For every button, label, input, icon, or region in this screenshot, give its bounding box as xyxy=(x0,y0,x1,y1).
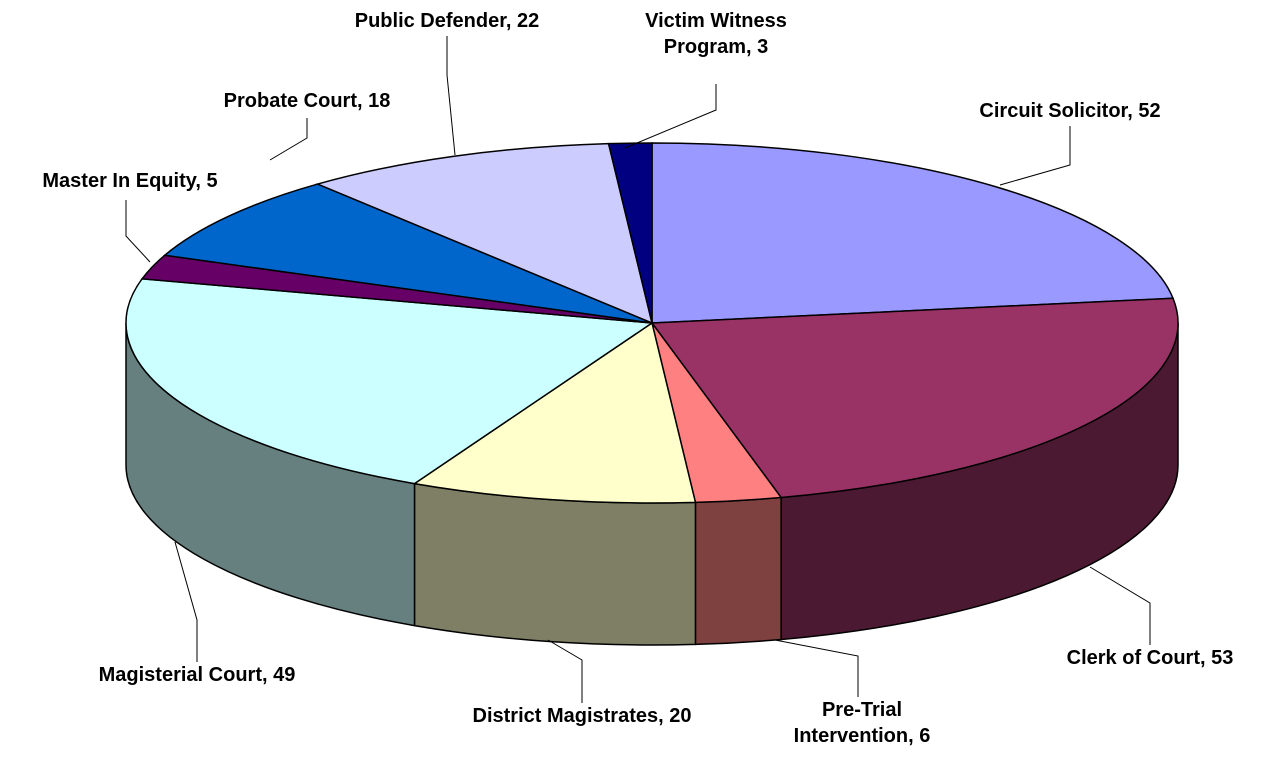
label-value: 6 xyxy=(919,725,931,747)
label-separator: , xyxy=(746,36,758,58)
slice xyxy=(125,278,655,485)
data-label: Victim Witness Program, 3 xyxy=(631,8,801,60)
label-separator: , xyxy=(1199,647,1212,669)
slice xyxy=(651,142,1175,324)
data-label: Probate Court, 18 xyxy=(187,88,427,114)
label-separator: , xyxy=(1127,100,1139,122)
slice xyxy=(315,142,654,325)
label-category: Magisterial Court xyxy=(98,664,262,686)
data-label: District Magistrates, 20 xyxy=(437,703,727,729)
data-label: Magisterial Court, 49 xyxy=(72,662,322,688)
label-value: 53 xyxy=(1211,647,1234,669)
label-category: District Magistrates xyxy=(472,705,659,727)
label-separator: , xyxy=(356,90,369,112)
slice-side xyxy=(694,496,782,646)
leader-line xyxy=(999,126,1071,186)
leader-line xyxy=(174,541,198,662)
label-value: 3 xyxy=(757,36,769,58)
label-separator: , xyxy=(505,10,518,32)
label-separator: , xyxy=(261,664,274,686)
data-label: Master In Equity, 5 xyxy=(0,168,270,194)
slice xyxy=(650,297,1179,499)
label-value: 52 xyxy=(1138,100,1161,122)
label-separator: , xyxy=(908,725,920,747)
data-label: Public Defender, 22 xyxy=(317,8,577,34)
label-category: Circuit Solicitor xyxy=(979,100,1128,122)
data-label: Pre-Trial Intervention, 6 xyxy=(772,697,952,749)
label-separator: , xyxy=(195,170,207,192)
label-category: Pre-Trial Intervention xyxy=(793,699,909,747)
leader-line xyxy=(269,118,308,161)
label-value: 5 xyxy=(206,170,218,192)
slice-side xyxy=(413,482,697,646)
label-value: 49 xyxy=(273,664,296,686)
label-value: 20 xyxy=(669,705,692,727)
data-label: Clerk of Court, 53 xyxy=(1020,645,1271,671)
slice xyxy=(607,142,653,324)
label-value: 18 xyxy=(368,90,391,112)
label-category: Master In Equity xyxy=(42,170,196,192)
leader-line xyxy=(624,84,717,149)
leader-line xyxy=(774,639,859,697)
label-category: Victim Witness Program xyxy=(645,10,787,58)
label-category: Clerk of Court xyxy=(1066,647,1200,669)
slice xyxy=(162,183,653,324)
label-separator: , xyxy=(658,705,670,727)
label-value: 22 xyxy=(517,10,540,32)
leader-line xyxy=(125,200,151,263)
leader-line xyxy=(547,639,583,703)
label-category: Probate Court xyxy=(223,90,357,112)
label-category: Public Defender xyxy=(354,10,506,32)
leader-line xyxy=(1089,566,1151,645)
leader-line xyxy=(446,36,456,156)
slice xyxy=(412,321,697,504)
data-label: Circuit Solicitor, 52 xyxy=(920,98,1220,124)
